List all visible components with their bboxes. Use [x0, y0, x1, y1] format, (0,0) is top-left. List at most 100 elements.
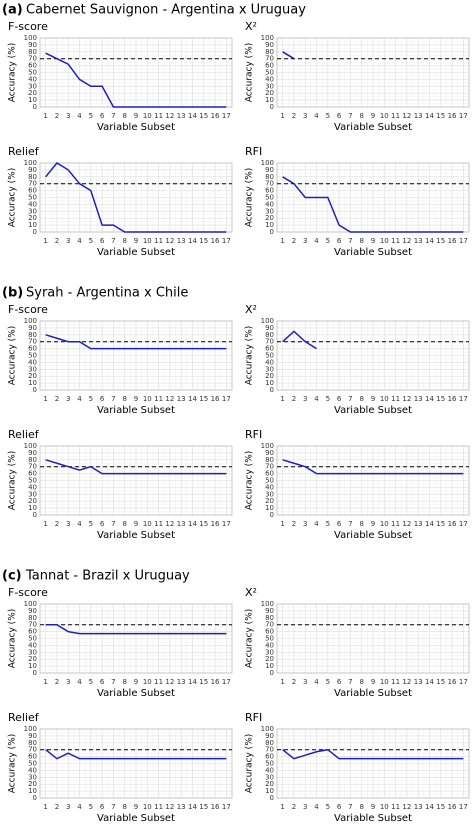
- x-tick-label: 14: [188, 395, 197, 403]
- plot-frame: [39, 445, 233, 516]
- data-line: [282, 459, 464, 475]
- y-tick-label: 90: [265, 324, 274, 332]
- y-tick-label: 0: [33, 228, 37, 236]
- data-line: [282, 748, 464, 760]
- x-tick-label: 15: [436, 112, 445, 120]
- y-tick-label: 30: [28, 648, 37, 656]
- x-tick-label: 17: [459, 112, 468, 120]
- x-tick-label: 8: [122, 112, 126, 120]
- x-tick-label: 10: [380, 237, 389, 245]
- x-tick-label: 16: [448, 237, 457, 245]
- x-tick-label: 12: [402, 803, 411, 811]
- panel-title: RFI: [245, 145, 262, 158]
- x-tick-label: 16: [448, 112, 457, 120]
- x-tick-label: 11: [391, 803, 400, 811]
- y-tick-label: 70: [28, 338, 37, 346]
- y-tick-label: 20: [28, 372, 37, 380]
- x-axis-label: Variable Subset: [97, 122, 175, 133]
- x-tick-label: 14: [188, 678, 197, 686]
- x-tick-label: 15: [436, 237, 445, 245]
- x-tick-label: 9: [371, 237, 375, 245]
- x-tick-label: 8: [122, 678, 126, 686]
- x-tick-label: 16: [211, 237, 220, 245]
- y-tick-label: 10: [28, 662, 37, 670]
- y-axis-label: Accuracy (%): [8, 609, 18, 669]
- x-tick-label: 7: [111, 112, 115, 120]
- x-tick-label: 11: [154, 520, 163, 528]
- x-tick-label: 3: [303, 237, 307, 245]
- x-tick-label: 5: [89, 112, 93, 120]
- y-tick-label: 20: [265, 655, 274, 663]
- x-tick-label: 9: [134, 395, 138, 403]
- x-tick-label: 8: [122, 237, 126, 245]
- y-axis-label: Accuracy (%): [8, 734, 18, 794]
- x-tick-label: 11: [391, 237, 400, 245]
- y-tick-label: 80: [28, 48, 37, 56]
- x-tick-label: 14: [425, 237, 434, 245]
- y-tick-label: 0: [33, 794, 37, 802]
- x-tick-label: 3: [66, 112, 70, 120]
- x-tick-label: 13: [414, 237, 423, 245]
- y-tick-label: 20: [28, 780, 37, 788]
- x-tick-label: 10: [143, 678, 152, 686]
- plot-frame: [276, 728, 470, 799]
- y-tick-label: 60: [265, 628, 274, 636]
- x-tick-label: 4: [314, 395, 319, 403]
- y-tick-label: 10: [265, 662, 274, 670]
- y-tick-label: 100: [261, 317, 274, 325]
- x-tick-label: 11: [391, 520, 400, 528]
- x-tick-label: 9: [371, 112, 375, 120]
- x-axis-label: Variable Subset: [334, 813, 412, 824]
- x-tick-label: 13: [177, 803, 186, 811]
- plot-frame: [276, 320, 470, 391]
- y-tick-label: 0: [33, 386, 37, 394]
- x-tick-label: 17: [222, 803, 231, 811]
- x-tick-label: 7: [111, 678, 115, 686]
- x-tick-label: 12: [402, 237, 411, 245]
- panel-title: Relief: [8, 711, 40, 724]
- y-tick-label: 90: [28, 607, 37, 615]
- x-tick-label: 2: [292, 395, 296, 403]
- y-tick-label: 40: [265, 766, 274, 774]
- y-tick-label: 80: [28, 331, 37, 339]
- x-tick-label: 15: [199, 395, 208, 403]
- y-tick-label: 90: [28, 166, 37, 174]
- y-tick-label: 30: [265, 82, 274, 90]
- x-tick-label: 13: [414, 678, 423, 686]
- y-tick-label: 90: [28, 41, 37, 49]
- y-tick-label: 50: [265, 69, 274, 77]
- x-tick-label: 9: [134, 678, 138, 686]
- y-tick-label: 90: [28, 732, 37, 740]
- y-tick-label: 80: [28, 456, 37, 464]
- section-label: (b): [2, 286, 23, 301]
- y-axis-label: Accuracy (%): [245, 326, 255, 386]
- y-axis-label: Accuracy (%): [8, 168, 18, 228]
- y-tick-label: 0: [270, 228, 274, 236]
- y-tick-label: 30: [265, 207, 274, 215]
- x-tick-label: 2: [55, 803, 59, 811]
- x-tick-label: 17: [459, 237, 468, 245]
- x-tick-label: 16: [211, 803, 220, 811]
- x-tick-label: 5: [326, 520, 330, 528]
- x-axis-label: Variable Subset: [97, 530, 175, 541]
- x-tick-label: 2: [292, 678, 296, 686]
- y-tick-label: 50: [28, 352, 37, 360]
- x-tick-label: 7: [348, 803, 352, 811]
- x-tick-label: 15: [199, 803, 208, 811]
- y-tick-label: 40: [265, 358, 274, 366]
- x-axis-label: Variable Subset: [334, 530, 412, 541]
- x-tick-label: 7: [111, 395, 115, 403]
- y-tick-label: 70: [265, 746, 274, 754]
- y-tick-label: 50: [28, 635, 37, 643]
- data-line: [45, 749, 227, 760]
- y-tick-label: 100: [24, 34, 37, 42]
- x-tick-label: 1: [43, 520, 47, 528]
- x-tick-label: 3: [66, 395, 70, 403]
- y-tick-label: 80: [265, 739, 274, 747]
- y-tick-label: 50: [265, 194, 274, 202]
- x-tick-label: 10: [143, 520, 152, 528]
- y-tick-label: 20: [28, 655, 37, 663]
- y-tick-label: 10: [265, 787, 274, 795]
- section-label: (a): [2, 3, 23, 18]
- x-tick-label: 1: [280, 678, 284, 686]
